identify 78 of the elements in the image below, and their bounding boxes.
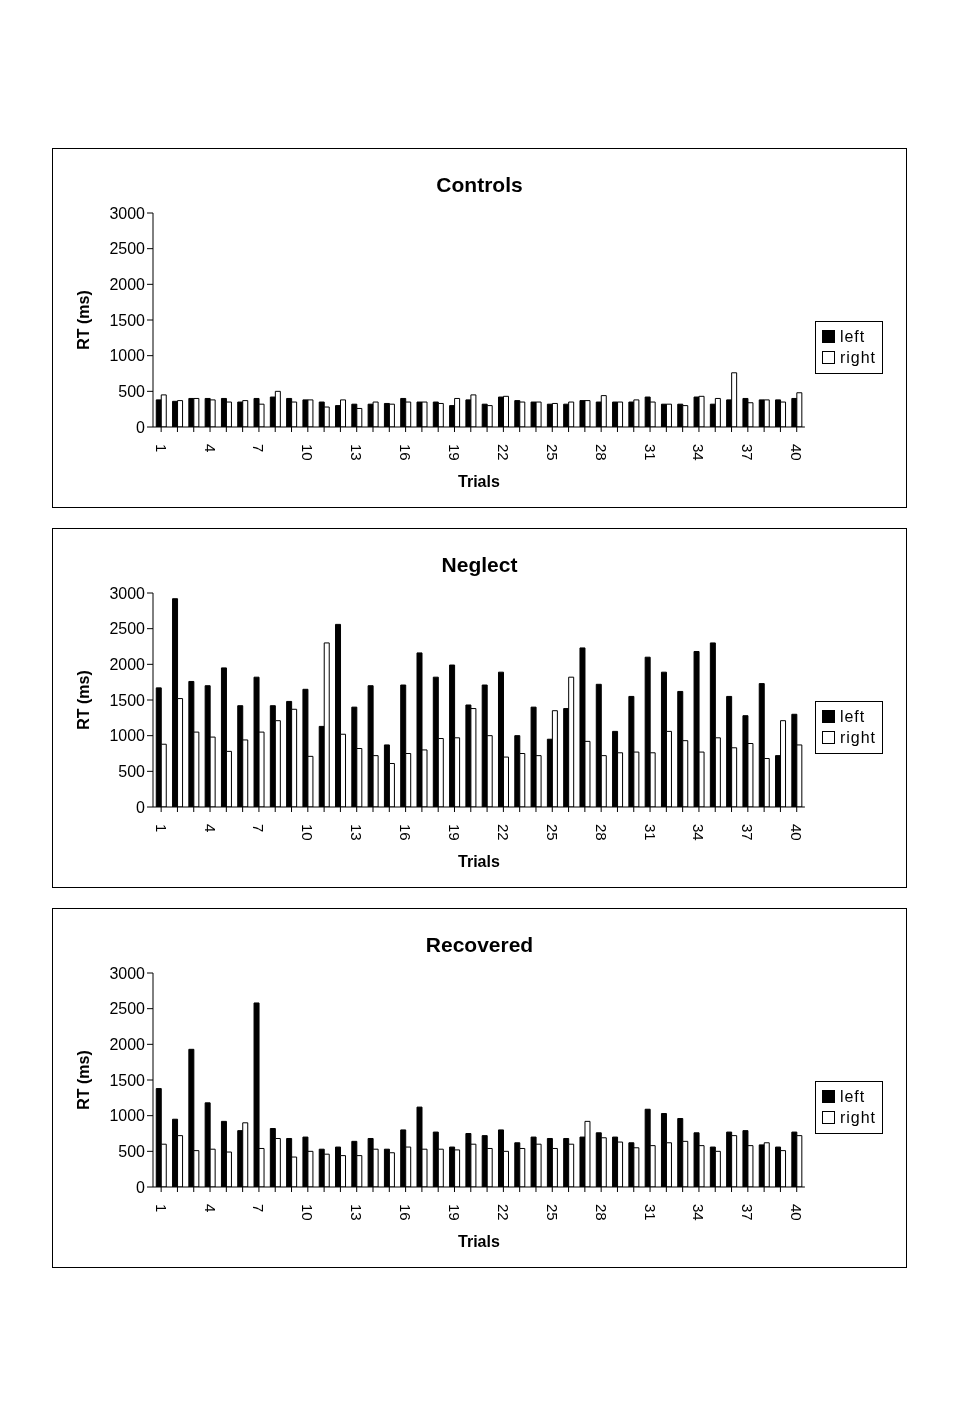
x-tick-label: 10 — [299, 1204, 317, 1221]
y-tick-label: 2500 — [109, 620, 146, 638]
x-tick-label: 40 — [788, 444, 806, 461]
x-tick-label: 34 — [690, 1204, 708, 1221]
x-tick-label: 37 — [739, 1204, 757, 1221]
x-tick-label: 16 — [397, 1204, 415, 1221]
x-axis-title: Trials — [458, 473, 500, 490]
x-tick-label: 31 — [641, 824, 659, 841]
y-tick-label: 1000 — [109, 347, 146, 365]
legend-label: right — [839, 728, 876, 747]
x-tick-label: 25 — [543, 824, 561, 841]
x-tick-label: 1 — [152, 444, 170, 453]
chart-title: Recovered — [424, 933, 535, 957]
x-tick-label: 13 — [348, 824, 366, 841]
y-tick-label: 2000 — [109, 656, 146, 674]
y-tick-label: 500 — [118, 763, 146, 781]
legend-label: right — [839, 348, 876, 367]
x-tick-label: 34 — [690, 824, 708, 841]
legend-label: right — [839, 1108, 876, 1127]
x-tick-label: 34 — [690, 444, 708, 461]
y-axis-title: RT (ms) — [74, 1050, 92, 1110]
y-tick-label: 3000 — [109, 204, 146, 222]
x-axis-title: Trials — [458, 853, 500, 870]
legend-label: left — [839, 1087, 866, 1106]
y-axis-title: RT (ms) — [74, 670, 92, 730]
x-tick-label: 37 — [739, 444, 757, 461]
x-tick-label: 31 — [641, 1204, 659, 1221]
x-tick-label: 19 — [445, 824, 463, 841]
y-tick-label: 1500 — [109, 1071, 146, 1089]
x-tick-label: 1 — [152, 824, 170, 833]
y-tick-label: 3000 — [109, 964, 146, 982]
y-tick-label: 0 — [136, 1178, 146, 1196]
x-tick-label: 1 — [152, 1204, 170, 1213]
x-tick-label: 16 — [397, 824, 415, 841]
x-tick-label: 4 — [201, 1204, 219, 1213]
x-tick-label: 22 — [494, 444, 512, 461]
x-tick-label: 40 — [788, 824, 806, 841]
chart-title: Controls — [435, 173, 524, 197]
y-tick-label: 1500 — [109, 311, 146, 329]
x-tick-label: 7 — [250, 824, 268, 833]
x-tick-label: 31 — [641, 444, 659, 461]
x-tick-label: 10 — [299, 444, 317, 461]
x-tick-label: 25 — [543, 1204, 561, 1221]
chart-title: Neglect — [440, 553, 519, 577]
y-tick-label: 0 — [136, 418, 146, 436]
x-tick-label: 25 — [543, 444, 561, 461]
x-tick-label: 28 — [592, 444, 610, 461]
y-tick-label: 2000 — [109, 1036, 146, 1054]
x-tick-label: 13 — [348, 1204, 366, 1221]
x-tick-label: 19 — [445, 1204, 463, 1221]
x-tick-label: 37 — [739, 824, 757, 841]
y-tick-label: 3000 — [109, 584, 146, 602]
y-tick-label: 2000 — [109, 276, 146, 294]
x-tick-label: 28 — [592, 824, 610, 841]
x-tick-label: 7 — [250, 444, 268, 453]
x-tick-label: 22 — [494, 824, 512, 841]
y-axis-title: RT (ms) — [74, 290, 92, 350]
x-tick-label: 13 — [348, 444, 366, 461]
y-tick-label: 0 — [136, 798, 146, 816]
y-tick-label: 500 — [118, 1143, 146, 1161]
x-tick-label: 10 — [299, 824, 317, 841]
y-tick-label: 2500 — [109, 240, 146, 258]
legend-label: left — [839, 327, 866, 346]
y-tick-label: 1500 — [109, 691, 146, 709]
x-tick-label: 22 — [494, 1204, 512, 1221]
y-tick-label: 2500 — [109, 1000, 146, 1018]
x-tick-label: 4 — [201, 444, 219, 453]
y-tick-label: 500 — [118, 383, 146, 401]
y-tick-label: 1000 — [109, 727, 146, 745]
x-tick-label: 19 — [445, 444, 463, 461]
x-tick-label: 16 — [397, 444, 415, 461]
x-tick-label: 4 — [201, 824, 219, 833]
x-axis-title: Trials — [458, 1233, 500, 1250]
x-tick-label: 28 — [592, 1204, 610, 1221]
y-tick-label: 1000 — [109, 1107, 146, 1125]
x-tick-label: 40 — [788, 1204, 806, 1221]
x-tick-label: 7 — [250, 1204, 268, 1213]
legend-label: left — [839, 707, 866, 726]
